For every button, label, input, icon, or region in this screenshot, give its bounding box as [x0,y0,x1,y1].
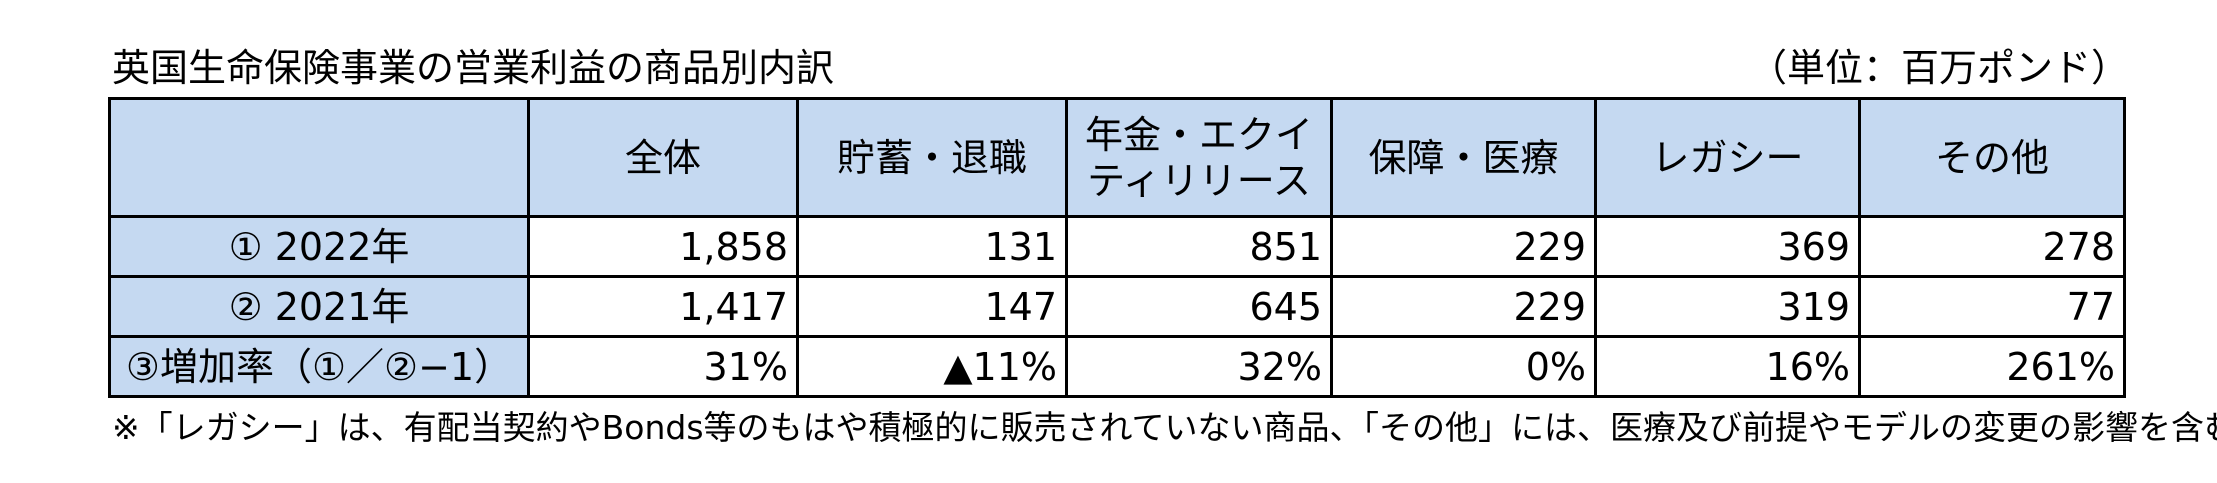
cell-protection-health: 0% [1330,335,1597,398]
cell-annuity-equity-release: 851 [1065,215,1333,278]
profit-breakdown-table: 全体 貯蓄・退職 年金・エクイ ティリリース 保障・医療 レガシー その他 ① … [108,97,2126,398]
header-row: 全体 貯蓄・退職 年金・エクイ ティリリース 保障・医療 レガシー その他 [108,97,2126,218]
cell-protection-health: 229 [1330,275,1597,338]
cell-other: 278 [1858,215,2126,278]
header-total: 全体 [527,97,799,218]
cell-annuity-equity-release: 645 [1065,275,1333,338]
header-legacy: レガシー [1594,97,1861,218]
footnote: ※「レガシー」は、有配当契約やBonds等のもはや積極的に販売されていない商品、… [112,408,2217,447]
table-row-2022: ① 2022年 1,858 131 851 229 369 278 [108,215,2126,278]
header-protection-health: 保障・医療 [1330,97,1597,218]
header-annuity-line2: ティリリース [1087,158,1311,203]
cell-total: 1,858 [527,215,799,278]
header-corner-cell [108,97,530,218]
cell-protection-health: 229 [1330,215,1597,278]
cell-savings-retirement: 147 [796,275,1068,338]
table-row-2021: ② 2021年 1,417 147 645 229 319 77 [108,275,2126,338]
cell-total: 1,417 [527,275,799,338]
cell-other: 261% [1858,335,2126,398]
cell-savings-retirement: 131 [796,215,1068,278]
cell-legacy: 369 [1594,215,1861,278]
cell-legacy: 319 [1594,275,1861,338]
row-label: ① 2022年 [108,215,530,278]
cell-legacy: 16% [1594,335,1861,398]
header-other: その他 [1858,97,2126,218]
cell-savings-retirement: ▲11% [796,335,1068,398]
row-label: ③増加率（①／②−1） [108,335,530,398]
table-title: 英国生命保険事業の営業利益の商品別内訳 [112,46,835,90]
header-savings-retirement: 貯蓄・退職 [796,97,1068,218]
header-annuity-equity-release: 年金・エクイ ティリリース [1065,97,1333,218]
cell-other: 77 [1858,275,2126,338]
table-row-growth-rate: ③増加率（①／②−1） 31% ▲11% 32% 0% 16% 261% [108,335,2126,398]
header-annuity-line1: 年金・エクイ [1084,112,1313,157]
unit-label: （単位：百万ポンド） [1748,46,2129,90]
cell-total: 31% [527,335,799,398]
cell-annuity-equity-release: 32% [1065,335,1333,398]
row-label: ② 2021年 [108,275,530,338]
